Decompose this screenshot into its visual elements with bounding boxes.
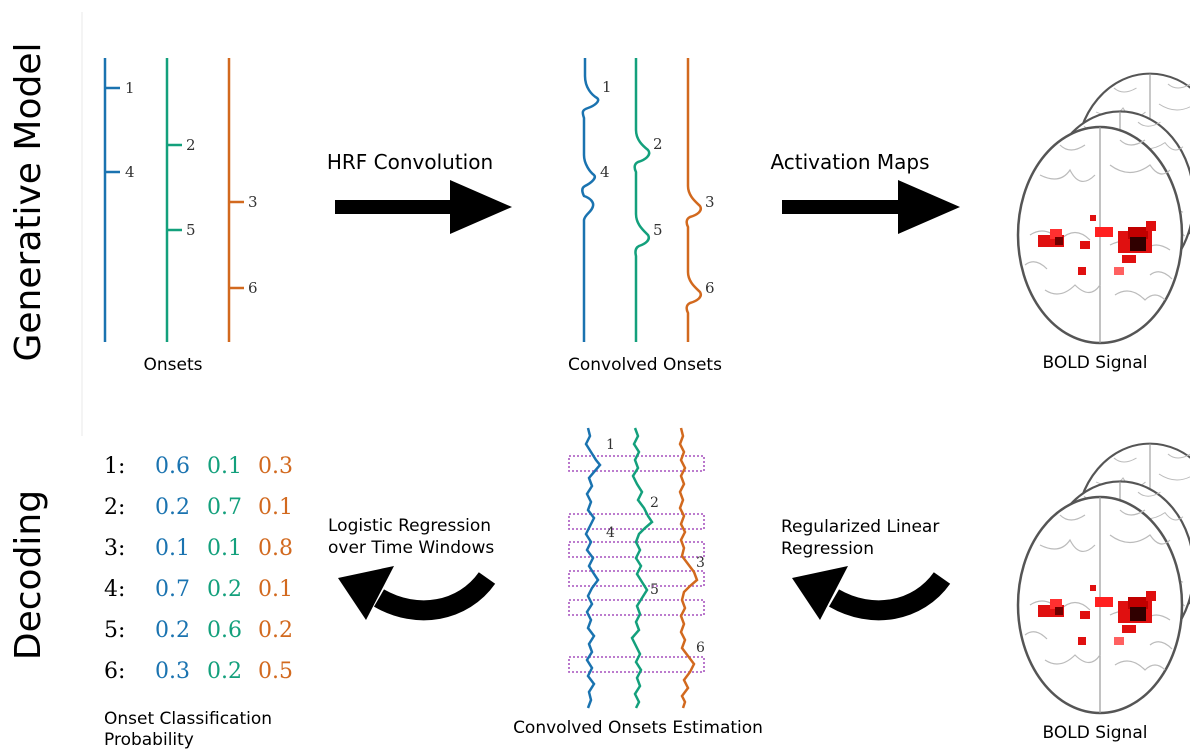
brain-slice-front-2 xyxy=(1016,495,1184,715)
prob-2-orange: 0.1 xyxy=(258,495,293,520)
convolved-marker-1: 1 xyxy=(602,78,612,96)
window-label-5: 5 xyxy=(650,582,659,598)
table-caption-line2: Probability xyxy=(104,730,194,749)
prob-2-blue: 0.2 xyxy=(155,495,190,520)
bold-signal-caption-bottom: BOLD Signal xyxy=(1043,723,1148,743)
bold-signal-brains-bottom: BOLD Signal xyxy=(1016,442,1190,743)
convolved-marker-4: 4 xyxy=(600,163,610,181)
prob-3-orange: 0.8 xyxy=(258,536,293,561)
row-label-1: 1: xyxy=(104,454,125,479)
table-caption-line1: Onset Classification xyxy=(104,709,272,729)
table-row-2: 2: 0.2 0.7 0.1 xyxy=(104,495,293,520)
time-window-4 xyxy=(568,570,705,587)
right-arrow-1 xyxy=(335,180,512,234)
convolved-marker-3: 3 xyxy=(705,193,715,211)
window-label-2: 2 xyxy=(650,495,659,511)
prob-5-green: 0.6 xyxy=(207,618,242,643)
activation-maps-label: Activation Maps xyxy=(770,150,929,174)
logistic-regression-label-line1: Logistic Regression xyxy=(328,516,491,536)
onset-marker-2: 2 xyxy=(186,136,196,154)
onset-marker-3: 3 xyxy=(248,193,258,211)
convolved-curve-blue xyxy=(581,58,600,342)
convolved-onsets-panel: 1 4 2 5 3 6 Convolved Onsets xyxy=(568,58,722,375)
window-label-6: 6 xyxy=(696,640,705,656)
window-label-1: 1 xyxy=(606,437,615,453)
onset-marker-6: 6 xyxy=(248,279,258,297)
logistic-regression-label-line2: over Time Windows xyxy=(328,538,494,558)
prob-1-green: 0.1 xyxy=(207,454,242,479)
logistic-regression-arrow: Logistic Regression over Time Windows xyxy=(328,516,496,621)
prob-1-orange: 0.3 xyxy=(258,454,293,479)
prob-1-blue: 0.6 xyxy=(155,454,190,479)
estimation-panel: 1 2 4 3 5 6 Convolved Onsets Estimation xyxy=(513,427,763,738)
prob-4-green: 0.2 xyxy=(207,577,242,602)
curved-arrowhead-right xyxy=(792,566,848,620)
hrf-convolution-arrow: HRF Convolution xyxy=(327,150,512,234)
window-label-3: 3 xyxy=(696,555,705,571)
hrf-convolution-label: HRF Convolution xyxy=(327,150,493,174)
onset-marker-4: 4 xyxy=(125,163,135,181)
table-row-5: 5: 0.2 0.6 0.2 xyxy=(104,618,293,643)
row-label-2: 2: xyxy=(104,495,125,520)
regularized-regression-label-line2: Regression xyxy=(781,539,874,559)
estimation-caption: Convolved Onsets Estimation xyxy=(513,718,763,738)
row-label-5: 5: xyxy=(104,618,125,643)
curved-arrow-left xyxy=(373,571,496,621)
curved-arrow-right xyxy=(828,571,951,621)
onsets-panel: 1 4 2 5 3 6 Onsets xyxy=(103,58,258,375)
bold-signal-brains-top: BOLD Signal xyxy=(1016,72,1190,373)
time-window-2 xyxy=(568,513,705,530)
table-row-3: 3: 0.1 0.1 0.8 xyxy=(104,536,293,561)
generative-model-label: Generative Model xyxy=(8,43,49,362)
convolved-curve-green xyxy=(633,58,651,342)
prob-6-orange: 0.5 xyxy=(258,659,293,684)
activation-maps-arrow: Activation Maps xyxy=(770,150,960,234)
decoding-label: Decoding xyxy=(8,490,49,660)
bold-signal-caption-top: BOLD Signal xyxy=(1043,353,1148,373)
row-label-3: 3: xyxy=(104,536,125,561)
prob-2-green: 0.7 xyxy=(207,495,242,520)
table-row-6: 6: 0.3 0.2 0.5 xyxy=(104,659,293,684)
prob-5-blue: 0.2 xyxy=(155,618,190,643)
onset-marker-5: 5 xyxy=(186,221,196,239)
regularized-regression-label-line1: Regularized Linear xyxy=(781,517,939,537)
convolved-onsets-caption: Convolved Onsets xyxy=(568,355,722,375)
table-row-1: 1: 0.6 0.1 0.3 xyxy=(104,454,293,479)
right-arrow-2 xyxy=(782,180,960,234)
convolved-marker-2: 2 xyxy=(653,135,663,153)
prob-5-orange: 0.2 xyxy=(258,618,293,643)
prob-3-green: 0.1 xyxy=(207,536,242,561)
probability-table: 1: 0.6 0.1 0.3 2: 0.2 0.7 0.1 3: 0.1 0.1… xyxy=(104,454,293,749)
brain-slice-front xyxy=(1016,125,1184,345)
row-label-4: 4: xyxy=(104,577,125,602)
time-window-6 xyxy=(568,656,705,673)
prob-6-blue: 0.3 xyxy=(155,659,190,684)
estimated-curve-blue xyxy=(584,427,602,709)
estimated-curve-green xyxy=(630,427,654,709)
prob-6-green: 0.2 xyxy=(207,659,242,684)
regularized-regression-arrow: Regularized Linear Regression xyxy=(781,517,951,621)
estimated-curve-orange xyxy=(678,427,699,709)
convolved-marker-5: 5 xyxy=(653,221,663,239)
onsets-caption: Onsets xyxy=(144,355,203,375)
table-row-4: 4: 0.7 0.2 0.1 xyxy=(104,577,293,602)
convolved-marker-6: 6 xyxy=(705,279,715,297)
onset-marker-1: 1 xyxy=(125,79,135,97)
prob-3-blue: 0.1 xyxy=(155,536,190,561)
prob-4-orange: 0.1 xyxy=(258,577,293,602)
curved-arrowhead-left xyxy=(338,566,394,620)
time-window-5 xyxy=(568,599,705,616)
window-label-4: 4 xyxy=(606,525,615,541)
prob-4-blue: 0.7 xyxy=(155,577,190,602)
convolved-curve-orange xyxy=(685,58,702,342)
row-label-6: 6: xyxy=(104,659,125,684)
